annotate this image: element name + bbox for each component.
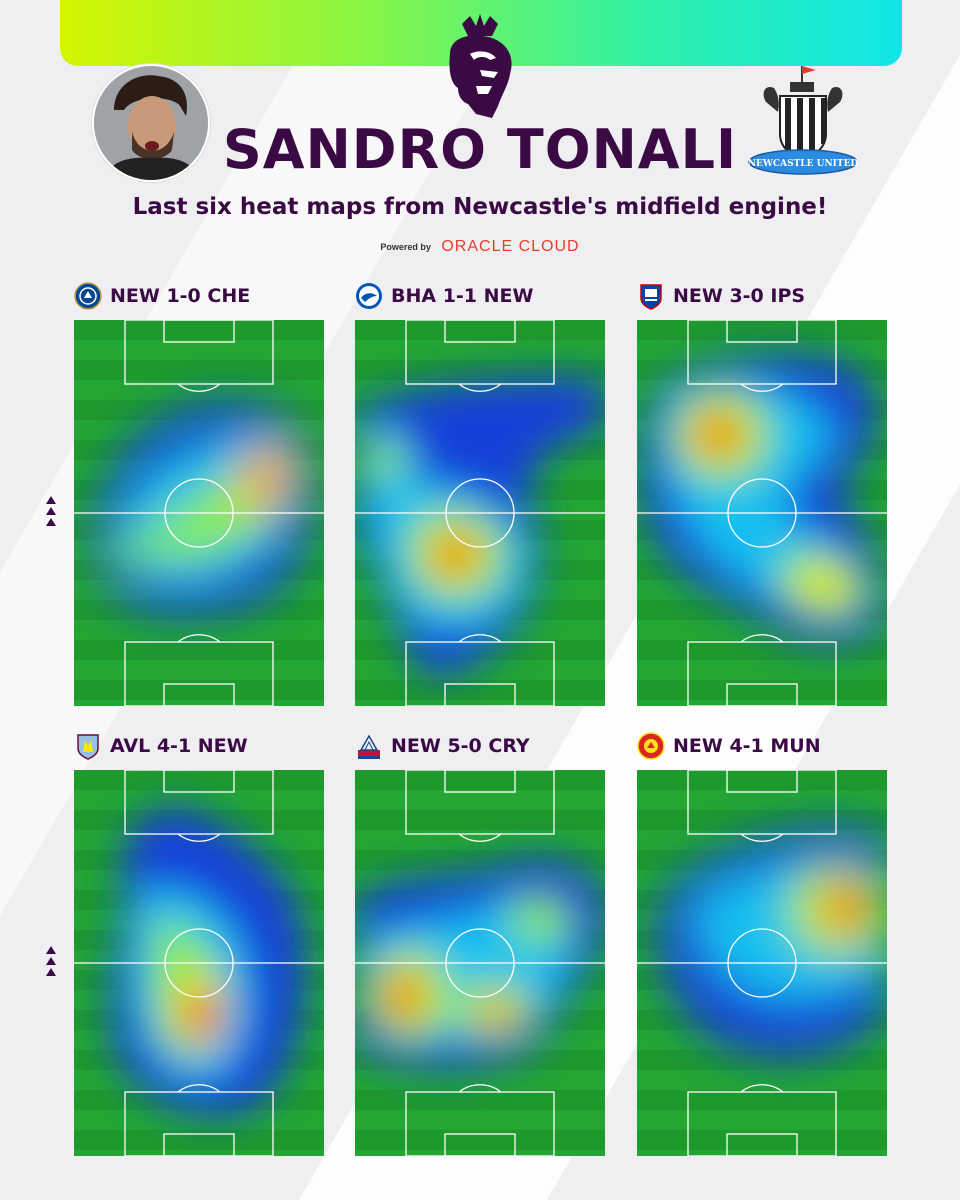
heatmap-card: NEW 4-1 MUN	[637, 732, 887, 1156]
up-arrows-icon	[44, 946, 58, 980]
match-title: NEW 3-0 IPS	[673, 285, 806, 307]
heatmap-card: NEW 1-0 CHE	[74, 282, 324, 706]
heatmap-pitch	[355, 770, 605, 1156]
heatmap-card: NEW 5-0 CRY	[355, 732, 605, 1156]
match-title: NEW 1-0 CHE	[110, 285, 251, 307]
heatmap-card: BHA 1-1 NEW	[355, 282, 605, 706]
heatmap-card: NEW 3-0 IPS	[637, 282, 887, 706]
club-crest-text: NEWCASTLE UNITED	[748, 159, 859, 169]
player-name: SANDRO TONALI	[222, 118, 738, 181]
heatmap-pitch	[637, 320, 887, 706]
match-title: NEW 5-0 CRY	[391, 735, 530, 757]
newcastle-united-crest-icon: NEWCASTLE UNITED	[748, 66, 859, 175]
heatmap-pitch	[637, 770, 887, 1156]
match-title: AVL 4-1 NEW	[110, 735, 248, 757]
match-header: NEW 5-0 CRY	[355, 732, 605, 760]
brighton-badge-icon	[356, 283, 382, 309]
ipswich-badge-icon	[640, 284, 662, 310]
match-title: BHA 1-1 NEW	[391, 285, 534, 307]
page-subtitle: Last six heat maps from Newcastle's midf…	[132, 194, 828, 220]
match-header: BHA 1-1 NEW	[355, 282, 605, 310]
player-avatar	[92, 64, 210, 182]
premier-league-lion-icon	[449, 14, 512, 118]
sponsor-prefix: Powered by	[380, 242, 431, 252]
heatmap-pitch	[74, 770, 324, 1156]
match-header: AVL 4-1 NEW	[74, 732, 324, 760]
crystal-palace-badge-icon	[358, 734, 380, 759]
chelsea-badge-icon	[74, 282, 102, 310]
match-header: NEW 3-0 IPS	[637, 282, 887, 310]
aston-villa-badge-icon	[77, 734, 99, 760]
heatmap-pitch	[355, 320, 605, 706]
heatmap-pitch	[74, 320, 324, 706]
sponsor-line: Powered by ORACLE CLOUD	[0, 238, 960, 256]
heatmap-card: AVL 4-1 NEW	[74, 732, 324, 1156]
match-title: NEW 4-1 MUN	[673, 735, 821, 757]
match-header: NEW 1-0 CHE	[74, 282, 324, 310]
man-utd-badge-icon	[637, 732, 665, 760]
up-arrows-icon	[44, 496, 58, 530]
sponsor-brand: ORACLE CLOUD	[441, 238, 580, 255]
match-header: NEW 4-1 MUN	[637, 732, 887, 760]
